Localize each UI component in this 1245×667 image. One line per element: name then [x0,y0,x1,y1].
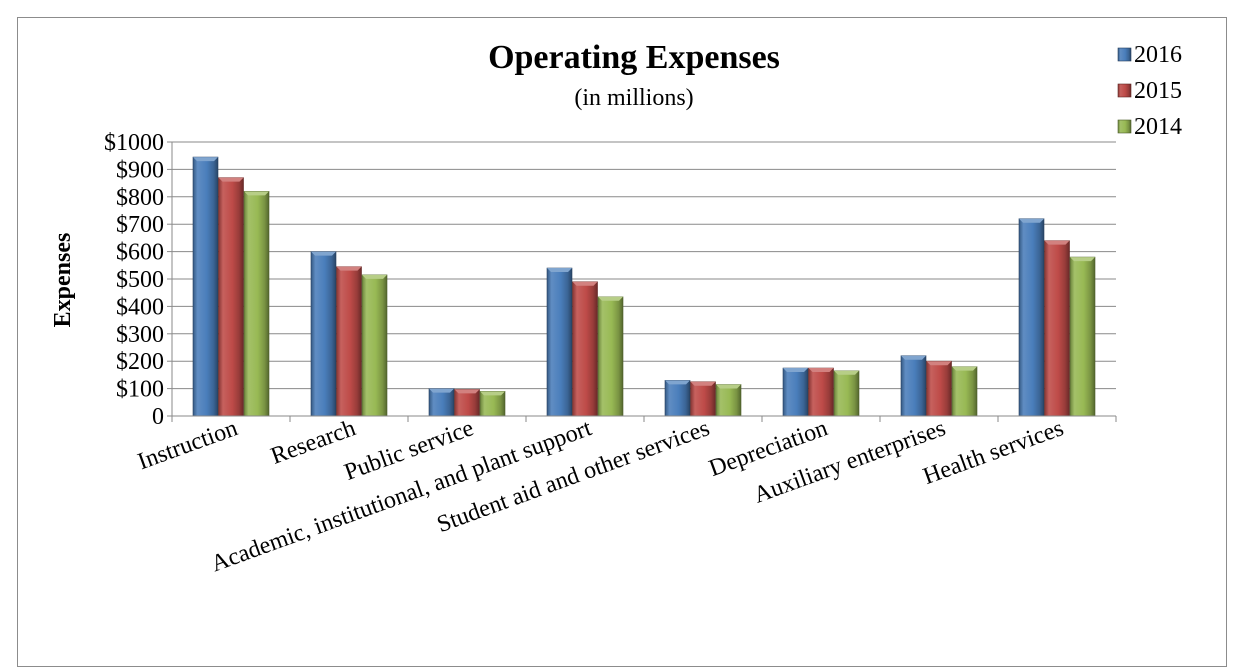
bar-bevel-top [429,388,454,393]
bar-2015 [690,381,716,417]
bar-bevel-top [716,384,741,389]
bar-bevel-top [193,157,218,162]
legend-label-2014: 2014 [1134,114,1182,140]
y-tick-label: $200 [116,349,164,375]
bar-bevel-top [362,274,387,279]
bar-2016 [664,380,691,417]
bar-bevel-top [808,368,834,373]
y-tick-labels: 0$100$200$300$400$500$600$700$800$900$10… [104,130,164,430]
bar-2016 [782,367,809,417]
bar-2016 [428,388,455,417]
chart-title: Operating Expenses [488,39,780,76]
bars [192,156,1096,417]
bar-2016 [192,156,219,417]
bar-bevel-top [454,389,480,394]
bar-bevel-top [926,361,952,366]
legend-swatch-2016 [1117,47,1132,62]
bar-bevel-top [480,391,505,396]
bar-2014 [243,191,270,417]
legend-swatch-2014 [1117,119,1132,134]
axes [167,141,1117,422]
bar-2014 [951,366,978,417]
bar-2015 [218,177,244,417]
bar-2015 [926,360,952,417]
bar-bevel-top [834,370,859,375]
y-tick-label: $700 [116,212,164,238]
y-tick-label: $1000 [104,130,164,156]
bar-bevel-top [598,296,623,301]
legend-swatch-2015 [1117,83,1132,98]
y-tick-label: $500 [116,267,164,293]
y-tick-label: $400 [116,294,164,320]
bar-2014 [833,370,860,417]
chart-subtitle: (in millions) [574,85,693,111]
y-tick-label: $100 [116,377,164,403]
bar-bevel-top [218,177,244,182]
legend-label-2016: 2016 [1134,42,1182,68]
bar-bevel-top [952,366,977,371]
bar-bevel-top [690,381,716,386]
bar-bevel-top [1019,218,1044,223]
bar-2014 [715,384,742,417]
bar-2015 [808,367,834,417]
y-tick-label: $800 [116,185,164,211]
bar-bevel-top [1044,240,1070,245]
bar-2014 [479,391,506,417]
bar-bevel-top [1070,257,1095,262]
bar-bevel-top [244,191,269,196]
bar-bevel-top [783,368,808,373]
category-label: Auxiliary enterprises [750,415,949,508]
bar-2016 [310,251,337,417]
bar-2016 [546,267,573,417]
bar-bevel-top [547,268,572,273]
bar-2016 [1018,218,1045,417]
bar-2015 [1044,240,1070,417]
bar-2015 [336,266,362,417]
bar-2014 [597,296,624,417]
bar-bevel-top [311,251,336,256]
bar-2014 [1069,256,1096,417]
bar-2016 [900,355,927,417]
legend-label-2015: 2015 [1134,78,1182,104]
legend: 2016 2015 2014 [1117,42,1182,140]
category-label: Instruction [134,415,241,475]
bar-bevel-top [665,380,690,385]
bar-2015 [454,389,480,417]
bar-bevel-top [901,355,926,360]
bar-2014 [361,274,388,417]
y-tick-label: 0 [152,404,164,430]
y-tick-label: $900 [116,157,164,183]
y-tick-label: $300 [116,322,164,348]
bar-bevel-top [336,266,362,271]
y-axis-label: Expenses [50,233,76,328]
bar-bevel-top [572,281,598,286]
y-tick-label: $600 [116,240,164,266]
bar-2015 [572,281,598,417]
